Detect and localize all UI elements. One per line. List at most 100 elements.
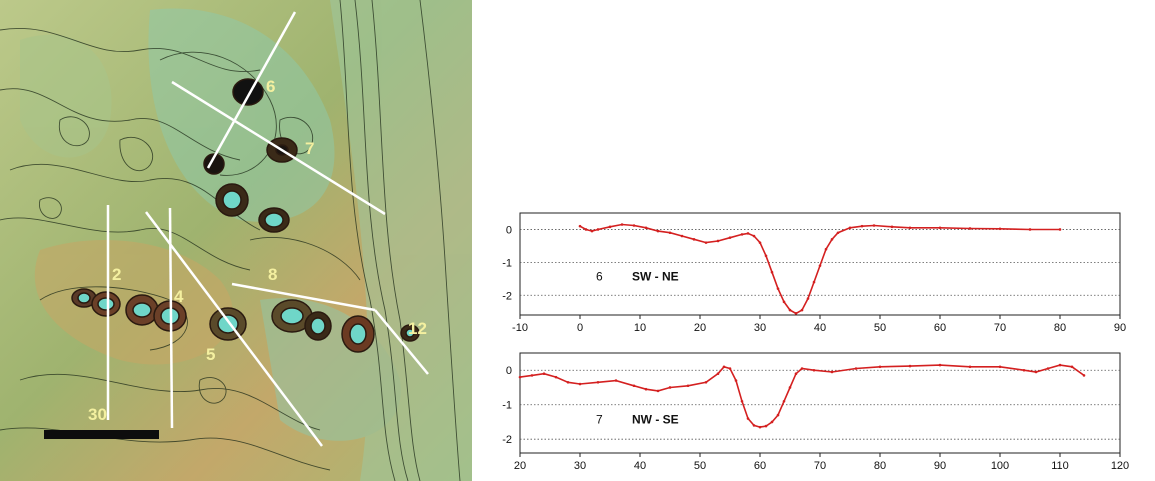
chart1-data-point-14: [716, 372, 720, 375]
chart0-data-point-39: [998, 227, 1002, 231]
chart1-data-point-0: [518, 375, 522, 379]
chart1-plot-frame: [519, 352, 1121, 454]
chart0-data-point-25: [800, 308, 804, 312]
chart0-data-point-14: [728, 236, 732, 239]
chart1-data-point-38: [1034, 370, 1038, 374]
chart0-x-tick-label-6: 50: [874, 322, 886, 334]
profile-lines: [106, 11, 429, 447]
chart0-data-point-7: [644, 226, 648, 230]
chart0-data-point-30: [830, 238, 834, 241]
chart1-x-tick-label-4: 60: [754, 460, 766, 472]
chart1-data-point-20: [752, 424, 756, 427]
profile-chart-7: 0 -1 -2 20 30 40 50 60 70 80 90 100 110 120 7 NW - SE: [502, 352, 1129, 472]
chart0-x-tick-label-8: 70: [994, 322, 1006, 334]
chart1-data-point-3: [554, 375, 558, 379]
chart0-x-tick-label-1: 0: [577, 322, 583, 334]
chart0-data-point-32: [848, 226, 852, 230]
chart0-data-point-4: [608, 225, 612, 229]
chart0-data-point-34: [872, 224, 876, 227]
chart1-y-tick-label-0: 0: [506, 365, 512, 377]
chart1-data-point-40: [1058, 363, 1062, 367]
chart0-data-point-5: [620, 223, 624, 226]
chart1-data-point-33: [908, 364, 912, 368]
chart1-profile-direction: NW - SE: [632, 413, 679, 427]
chart1-data-point-28: [800, 367, 804, 370]
chart1-x-tick-label-5: 70: [814, 460, 826, 472]
chart0-data-point-12: [704, 241, 708, 244]
chart0-data-point-18: [758, 241, 762, 244]
profile-label-8: 8: [268, 265, 277, 284]
scale-bar: [44, 430, 159, 439]
chart1-data-point-35: [968, 365, 972, 369]
chart0-data-point-13: [716, 239, 720, 243]
chart0-data-point-31: [836, 231, 840, 235]
chart1-data-point-23: [770, 420, 774, 424]
chart0-data-point-16: [746, 232, 750, 235]
chart1-data-point-21: [758, 425, 762, 429]
profile-label-30: 30: [88, 405, 107, 424]
chart0-data-point-27: [812, 280, 816, 284]
chart1-data-point-2: [542, 372, 546, 375]
chart0-data-point-6: [632, 224, 636, 227]
chart0-data-point-41: [1058, 228, 1062, 231]
topographic-map: 2 4 5 6 7 8 12 30: [0, 0, 472, 481]
chart1-data-point-26: [788, 386, 792, 389]
chart1-data-point-9: [644, 387, 648, 391]
chart1-data-point-8: [632, 384, 636, 388]
chart1-data-point-1: [530, 374, 534, 377]
chart1-data-point-12: [686, 384, 690, 388]
chart1-y-tick-label-2: -2: [502, 434, 512, 446]
chart0-x-tick-label-3: 20: [694, 322, 706, 334]
chart1-profile-number: 7: [596, 413, 603, 427]
profile-label-2: 2: [112, 265, 121, 284]
chart0-x-tick-label-7: 60: [934, 322, 946, 334]
chart1-data-point-37: [1022, 368, 1026, 372]
chart0-x-tick-label-2: 10: [634, 322, 646, 334]
chart0-x-tick-label-9: 80: [1054, 322, 1066, 334]
chart1-data-point-41: [1070, 365, 1074, 369]
chart1-data-point-36: [998, 365, 1002, 369]
chart0-data-point-8: [656, 229, 660, 233]
chart1-data-point-27: [794, 372, 798, 375]
chart0-data-point-3: [596, 228, 600, 231]
chart1-data-point-32: [878, 365, 882, 369]
chart0-data-point-2: [590, 229, 594, 233]
chart0-data-point-24: [794, 312, 798, 315]
chart1-data-point-5: [578, 382, 582, 386]
profile-label-5: 5: [206, 345, 215, 364]
profile-label-6: 6: [266, 77, 275, 96]
chart0-x-tick-label-10: 90: [1114, 322, 1126, 334]
chart1-data-point-6: [596, 381, 600, 384]
chart1-x-tick-label-8: 100: [991, 460, 1009, 472]
chart1-x-tick-label-0: 20: [514, 460, 526, 472]
chart1-data-point-24: [776, 413, 780, 417]
chart0-y-tick-label-1: -1: [502, 257, 512, 269]
chart1-x-tick-label-6: 80: [874, 460, 886, 472]
chart0-data-point-23: [788, 308, 792, 312]
chart0-data-point-21: [776, 287, 780, 290]
chart1-data-point-15: [722, 365, 726, 369]
chart0-profile-line: [579, 223, 1060, 315]
chart0-profile-number: 6: [596, 269, 603, 283]
chart0-data-point-20: [770, 270, 774, 274]
chart0-data-point-35: [890, 225, 894, 229]
chart1-data-point-19: [746, 417, 750, 420]
chart0-data-point-0: [578, 224, 582, 228]
chart0-data-point-26: [806, 297, 810, 300]
chart0-data-point-29: [824, 247, 828, 251]
chart1-data-point-11: [668, 386, 672, 389]
chart1-x-tick-label-3: 50: [694, 460, 706, 472]
chart0-data-point-28: [818, 264, 822, 267]
chart1-data-point-22: [764, 424, 768, 428]
chart0-data-point-38: [968, 227, 972, 230]
chart0-data-point-36: [908, 226, 912, 230]
chart1-x-tick-label-7: 90: [934, 460, 946, 472]
chart0-data-point-37: [938, 226, 942, 230]
chart1-x-tick-label-1: 30: [574, 460, 586, 472]
profile-label-7: 7: [305, 139, 314, 158]
chart1-data-point-30: [830, 370, 834, 374]
chart0-x-tick-label-5: 40: [814, 322, 826, 334]
chart1-data-point-7: [614, 379, 618, 382]
profile-label-12: 12: [408, 319, 427, 338]
chart0-data-point-15: [740, 233, 744, 236]
